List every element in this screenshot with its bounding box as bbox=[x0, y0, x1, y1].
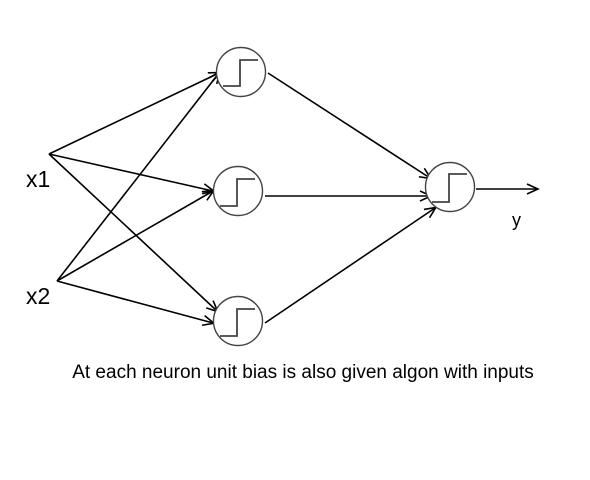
input-label-x1: x1 bbox=[26, 166, 51, 192]
edge-x1-h1 bbox=[48, 71, 222, 155]
edge-x2-h1 bbox=[56, 70, 221, 282]
input-label-x2: x2 bbox=[26, 283, 51, 309]
neuron-h1 bbox=[215, 46, 267, 98]
edge-x1-h3 bbox=[48, 153, 220, 314]
neuron-h2 bbox=[212, 165, 264, 217]
neuron-output bbox=[424, 161, 476, 213]
step-function-icon bbox=[220, 308, 255, 337]
input-edges bbox=[48, 70, 222, 327]
neuron-h3 bbox=[212, 295, 264, 347]
step-function-icon bbox=[220, 178, 255, 207]
edge-x2-h3 bbox=[56, 280, 216, 327]
edge-x1-h2 bbox=[48, 153, 216, 195]
step-function-icon bbox=[432, 173, 467, 203]
output-label-y: y bbox=[512, 210, 521, 230]
hidden-edges bbox=[264, 72, 540, 324]
edge-h1-out bbox=[267, 72, 433, 180]
edge-h3-out bbox=[264, 206, 438, 324]
edge-x2-h2 bbox=[56, 189, 216, 282]
diagram-caption: At each neuron unit bias is also given a… bbox=[72, 362, 534, 383]
step-function-icon bbox=[223, 59, 258, 87]
